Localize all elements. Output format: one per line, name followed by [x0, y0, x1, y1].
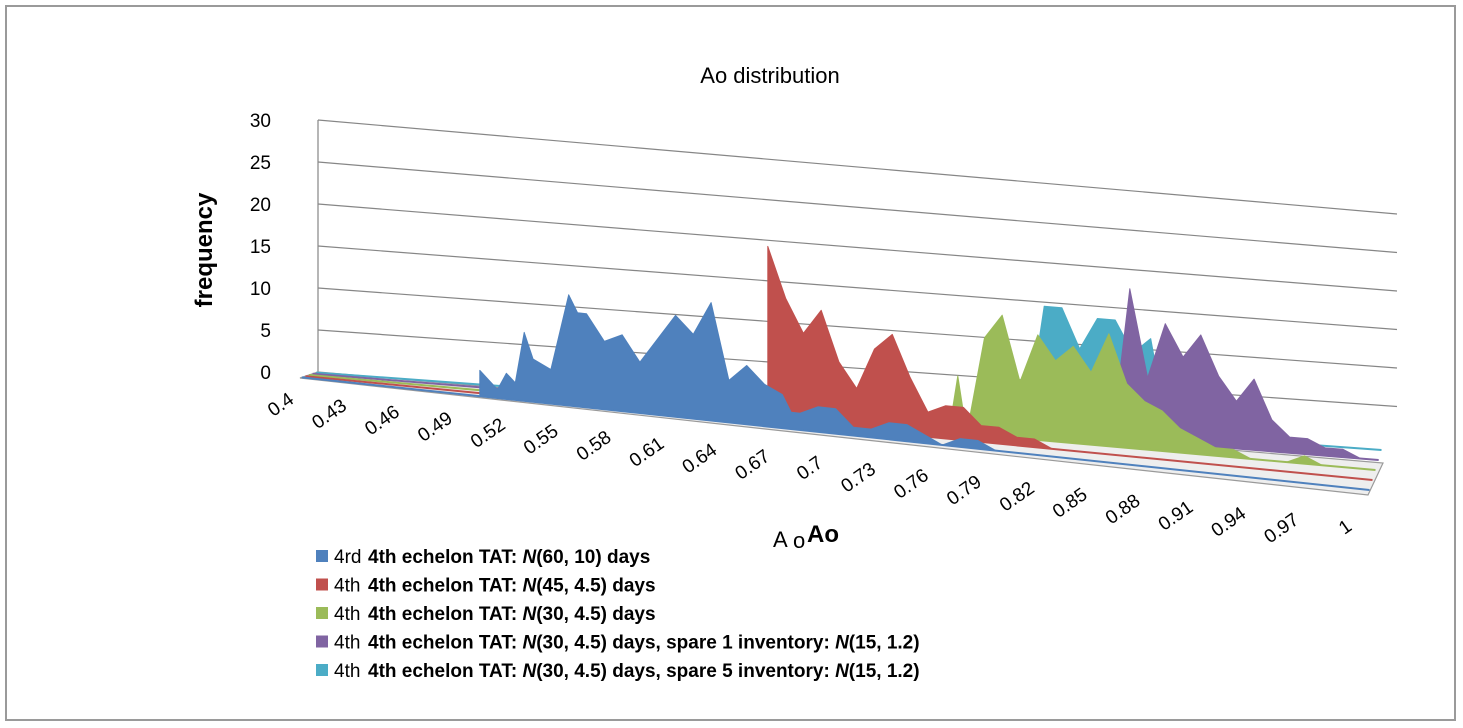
x-tick-label: 0.82 — [996, 478, 1038, 516]
chart-frame — [5, 5, 1456, 721]
legend-ghost-label-1: 4rd — [334, 547, 361, 568]
x-axis-label: Ao — [807, 521, 839, 548]
y-tick-label: 5 — [260, 321, 271, 342]
legend-swatch-3 — [316, 607, 328, 619]
legend: 4rd 4th echelon TAT: N(60, 10) days 4th 4th… — [316, 547, 920, 682]
y-tick-label: 25 — [250, 153, 271, 174]
y-axis-ticks: 0 5 10 15 20 25 30 — [250, 111, 271, 384]
legend-swatch-1 — [316, 550, 328, 562]
x-axis-label-ghost-2: o — [793, 528, 805, 553]
legend-swatch-2 — [316, 578, 328, 591]
y-tick-label: 30 — [250, 111, 271, 132]
legend-label-2: 4th echelon TAT: N(45, 4.5) days — [368, 576, 656, 597]
x-tick-label: 0.52 — [467, 414, 509, 452]
legend-ghost-label-4: 4th — [334, 633, 360, 654]
x-axis-label-ghost: A — [773, 527, 788, 552]
x-tick-label: 0.43 — [308, 395, 350, 433]
x-tick-label: 0.85 — [1049, 484, 1091, 522]
series-layer — [301, 245, 1382, 491]
gridlines — [317, 119, 1398, 408]
gridline — [317, 119, 1398, 215]
x-tick-label: 0.4 — [264, 389, 298, 422]
legend-swatch-5 — [316, 664, 328, 676]
legend-label-5: 4th echelon TAT: N(30, 4.5) days, spare … — [368, 661, 920, 682]
gridline — [317, 245, 1398, 331]
legend-label-1: 4th echelon TAT: N(60, 10) days — [368, 547, 650, 568]
legend-ghost-label-2: 4th — [334, 576, 360, 597]
legend-label-3: 4th echelon TAT: N(30, 4.5) days — [368, 604, 656, 625]
legend-swatch-4 — [316, 635, 328, 648]
x-tick-label: 0.61 — [626, 433, 668, 471]
x-tick-label: 0.94 — [1208, 503, 1251, 542]
x-tick-label: 0.79 — [943, 471, 985, 509]
x-tick-label: 0.88 — [1102, 490, 1144, 528]
x-tick-label: 0.46 — [361, 402, 403, 440]
gridline — [317, 287, 1398, 369]
legend-label-4: 4th echelon TAT: N(30, 4.5) days, spare … — [368, 633, 920, 654]
x-tick-label: 1 — [1335, 516, 1356, 539]
gridline — [317, 203, 1398, 292]
x-tick-label: 0.58 — [573, 427, 615, 465]
x-tick-label: 0.97 — [1261, 509, 1303, 547]
x-tick-label: 0.55 — [520, 421, 562, 459]
x-tick-label: 0.49 — [414, 408, 456, 446]
x-tick-label: 0.73 — [837, 459, 879, 497]
legend-ghost-label-5: 4th — [334, 661, 360, 682]
y-tick-label: 0 — [260, 363, 271, 384]
x-tick-label: 0.91 — [1155, 497, 1197, 535]
y-tick-label: 15 — [250, 237, 271, 258]
x-tick-label: 0.76 — [890, 465, 932, 503]
y-tick-label: 20 — [250, 195, 271, 216]
y-axis-label: frequency — [191, 192, 218, 307]
y-tick-label: 10 — [250, 279, 271, 300]
gridline — [317, 161, 1398, 254]
x-tick-label: 0.67 — [732, 446, 774, 484]
x-tick-label: 0.7 — [793, 452, 827, 484]
chart-title: Ao distribution — [700, 63, 839, 88]
x-tick-label: 0.64 — [679, 439, 722, 478]
series-baseline-1 — [301, 376, 1370, 491]
legend-ghost-label-3: 4th — [334, 604, 360, 625]
series-area-4 — [1111, 288, 1379, 461]
